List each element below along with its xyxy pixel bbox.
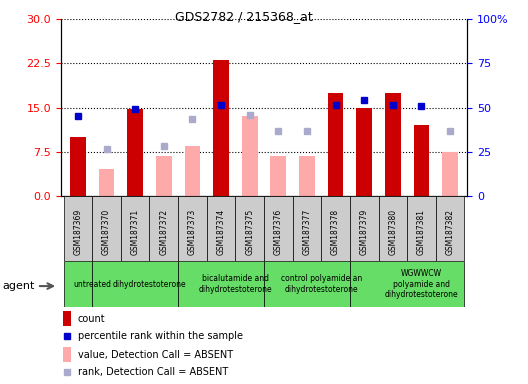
Bar bbox=[413, 125, 429, 196]
Text: control polyamide an
dihydrotestoterone: control polyamide an dihydrotestoterone bbox=[281, 275, 362, 294]
Bar bbox=[178, 196, 207, 261]
Text: bicalutamide and
dihydrotestoterone: bicalutamide and dihydrotestoterone bbox=[199, 275, 272, 294]
Text: GSM187379: GSM187379 bbox=[360, 209, 369, 255]
Text: GSM187374: GSM187374 bbox=[216, 209, 225, 255]
Text: WGWWCW
polyamide and
dihydrotestoterone: WGWWCW polyamide and dihydrotestoterone bbox=[385, 269, 458, 299]
Text: GSM187382: GSM187382 bbox=[446, 209, 455, 255]
Text: GSM187377: GSM187377 bbox=[303, 209, 312, 255]
Text: GSM187378: GSM187378 bbox=[331, 209, 340, 255]
Bar bbox=[350, 261, 465, 307]
Bar bbox=[299, 156, 315, 196]
Text: value, Detection Call = ABSENT: value, Detection Call = ABSENT bbox=[78, 350, 233, 360]
Text: count: count bbox=[78, 314, 106, 324]
Text: untreated: untreated bbox=[73, 280, 111, 289]
Bar bbox=[99, 169, 115, 196]
Bar bbox=[149, 196, 178, 261]
Text: GDS2782 / 215368_at: GDS2782 / 215368_at bbox=[175, 10, 313, 23]
Bar bbox=[235, 196, 264, 261]
Text: rank, Detection Call = ABSENT: rank, Detection Call = ABSENT bbox=[78, 367, 228, 377]
Text: GSM187369: GSM187369 bbox=[73, 209, 82, 255]
Bar bbox=[156, 156, 172, 196]
Text: GSM187375: GSM187375 bbox=[245, 209, 254, 255]
Bar bbox=[385, 93, 401, 196]
Bar bbox=[356, 108, 372, 196]
Bar bbox=[63, 261, 92, 307]
Bar bbox=[70, 137, 86, 196]
Bar bbox=[293, 196, 321, 261]
Text: GSM187371: GSM187371 bbox=[130, 209, 140, 255]
Bar bbox=[127, 109, 143, 196]
Bar bbox=[242, 116, 258, 196]
Bar bbox=[92, 261, 178, 307]
Text: GSM187376: GSM187376 bbox=[274, 209, 283, 255]
Bar bbox=[270, 156, 286, 196]
Bar bbox=[350, 196, 379, 261]
Bar bbox=[63, 196, 92, 261]
Text: GSM187380: GSM187380 bbox=[388, 209, 398, 255]
Bar bbox=[178, 261, 264, 307]
Text: GSM187381: GSM187381 bbox=[417, 209, 426, 255]
Bar bbox=[185, 146, 200, 196]
Bar bbox=[442, 152, 458, 196]
Bar bbox=[379, 196, 407, 261]
Text: GSM187373: GSM187373 bbox=[188, 209, 197, 255]
Bar bbox=[321, 196, 350, 261]
Bar bbox=[264, 261, 350, 307]
Text: dihydrotestoterone: dihydrotestoterone bbox=[112, 280, 186, 289]
Bar bbox=[92, 196, 121, 261]
Text: GSM187370: GSM187370 bbox=[102, 209, 111, 255]
Bar bbox=[436, 196, 465, 261]
Text: GSM187372: GSM187372 bbox=[159, 209, 168, 255]
Bar bbox=[63, 347, 71, 362]
Bar bbox=[63, 311, 71, 326]
Bar bbox=[121, 196, 149, 261]
Bar bbox=[407, 196, 436, 261]
Bar bbox=[207, 196, 235, 261]
Bar bbox=[213, 60, 229, 196]
Bar bbox=[264, 196, 293, 261]
Text: percentile rank within the sample: percentile rank within the sample bbox=[78, 331, 243, 341]
Bar bbox=[328, 93, 343, 196]
Text: agent: agent bbox=[3, 281, 35, 291]
